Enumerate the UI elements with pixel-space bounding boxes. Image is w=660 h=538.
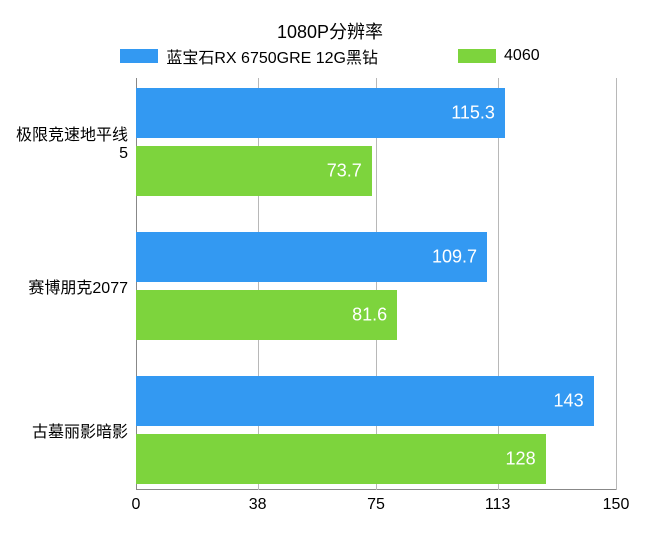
bar: 143: [136, 376, 594, 426]
gridline: [498, 78, 499, 490]
plot-area: 03875113150115.373.7109.781.6143128: [136, 78, 616, 490]
legend: 蓝宝石RX 6750GRE 12G黑钻 4060: [0, 44, 660, 68]
bar: 81.6: [136, 290, 397, 340]
legend-item-0: 蓝宝石RX 6750GRE 12G黑钻: [120, 44, 378, 68]
category-label: 极限竞速地平线5: [8, 121, 128, 163]
bar: 115.3: [136, 88, 505, 138]
x-tick-label: 113: [485, 496, 511, 514]
bar: 128: [136, 434, 546, 484]
gridline: [616, 78, 617, 490]
legend-label-0: 蓝宝石RX 6750GRE 12G黑钻: [166, 44, 378, 68]
x-tick-label: 150: [603, 496, 630, 514]
category-label: 赛博朋克2077: [8, 274, 128, 298]
bar-value-label: 128: [506, 449, 536, 470]
category-label: 古墓丽影暗影: [8, 418, 128, 442]
y-axis-line: [136, 78, 137, 490]
bar-value-label: 73.7: [327, 161, 362, 182]
gridline: [258, 78, 259, 490]
legend-swatch-1: [458, 49, 496, 63]
bar-value-label: 115.3: [451, 103, 495, 124]
bar-value-label: 109.7: [432, 247, 477, 268]
bar-value-label: 143: [554, 391, 584, 412]
legend-swatch-0: [120, 49, 158, 63]
legend-item-1: 4060: [458, 44, 540, 68]
x-tick-label: 75: [367, 496, 385, 514]
x-tick-label: 38: [249, 496, 267, 514]
bar-value-label: 81.6: [352, 305, 387, 326]
chart-title: 1080P分辨率: [0, 18, 660, 44]
bar: 73.7: [136, 146, 372, 196]
gridline: [376, 78, 377, 490]
x-tick-label: 0: [132, 496, 141, 514]
legend-label-1: 4060: [504, 47, 540, 65]
bar: 109.7: [136, 232, 487, 282]
chart-container: 1080P分辨率 蓝宝石RX 6750GRE 12G黑钻 4060 0 38 75 1…: [0, 0, 660, 538]
